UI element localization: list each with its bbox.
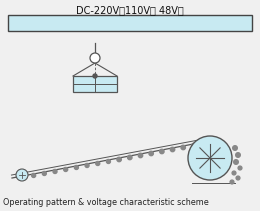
Circle shape xyxy=(96,161,100,165)
Circle shape xyxy=(117,157,121,162)
Circle shape xyxy=(170,147,175,152)
Circle shape xyxy=(16,169,28,181)
Circle shape xyxy=(233,146,237,150)
Circle shape xyxy=(192,143,196,148)
Circle shape xyxy=(230,180,234,184)
Circle shape xyxy=(149,151,153,156)
Text: Operating pattern & voltage characteristic scheme: Operating pattern & voltage characterist… xyxy=(3,198,209,207)
Circle shape xyxy=(106,160,110,164)
Circle shape xyxy=(232,171,236,175)
Circle shape xyxy=(236,153,240,157)
Text: DC-220V（110V、 48V）: DC-220V（110V、 48V） xyxy=(76,5,184,15)
Circle shape xyxy=(21,176,25,180)
Circle shape xyxy=(236,176,240,180)
Circle shape xyxy=(238,166,242,170)
Circle shape xyxy=(93,74,97,78)
Circle shape xyxy=(188,136,232,180)
Circle shape xyxy=(42,172,46,176)
Circle shape xyxy=(138,153,143,158)
Circle shape xyxy=(85,164,89,168)
Circle shape xyxy=(90,53,100,63)
Bar xyxy=(8,15,252,31)
Circle shape xyxy=(160,149,164,154)
Circle shape xyxy=(64,168,68,172)
Circle shape xyxy=(53,169,57,173)
Circle shape xyxy=(234,160,238,164)
Circle shape xyxy=(181,145,185,150)
Circle shape xyxy=(32,173,36,177)
Circle shape xyxy=(128,155,132,160)
Bar xyxy=(73,76,117,92)
Circle shape xyxy=(74,165,78,169)
